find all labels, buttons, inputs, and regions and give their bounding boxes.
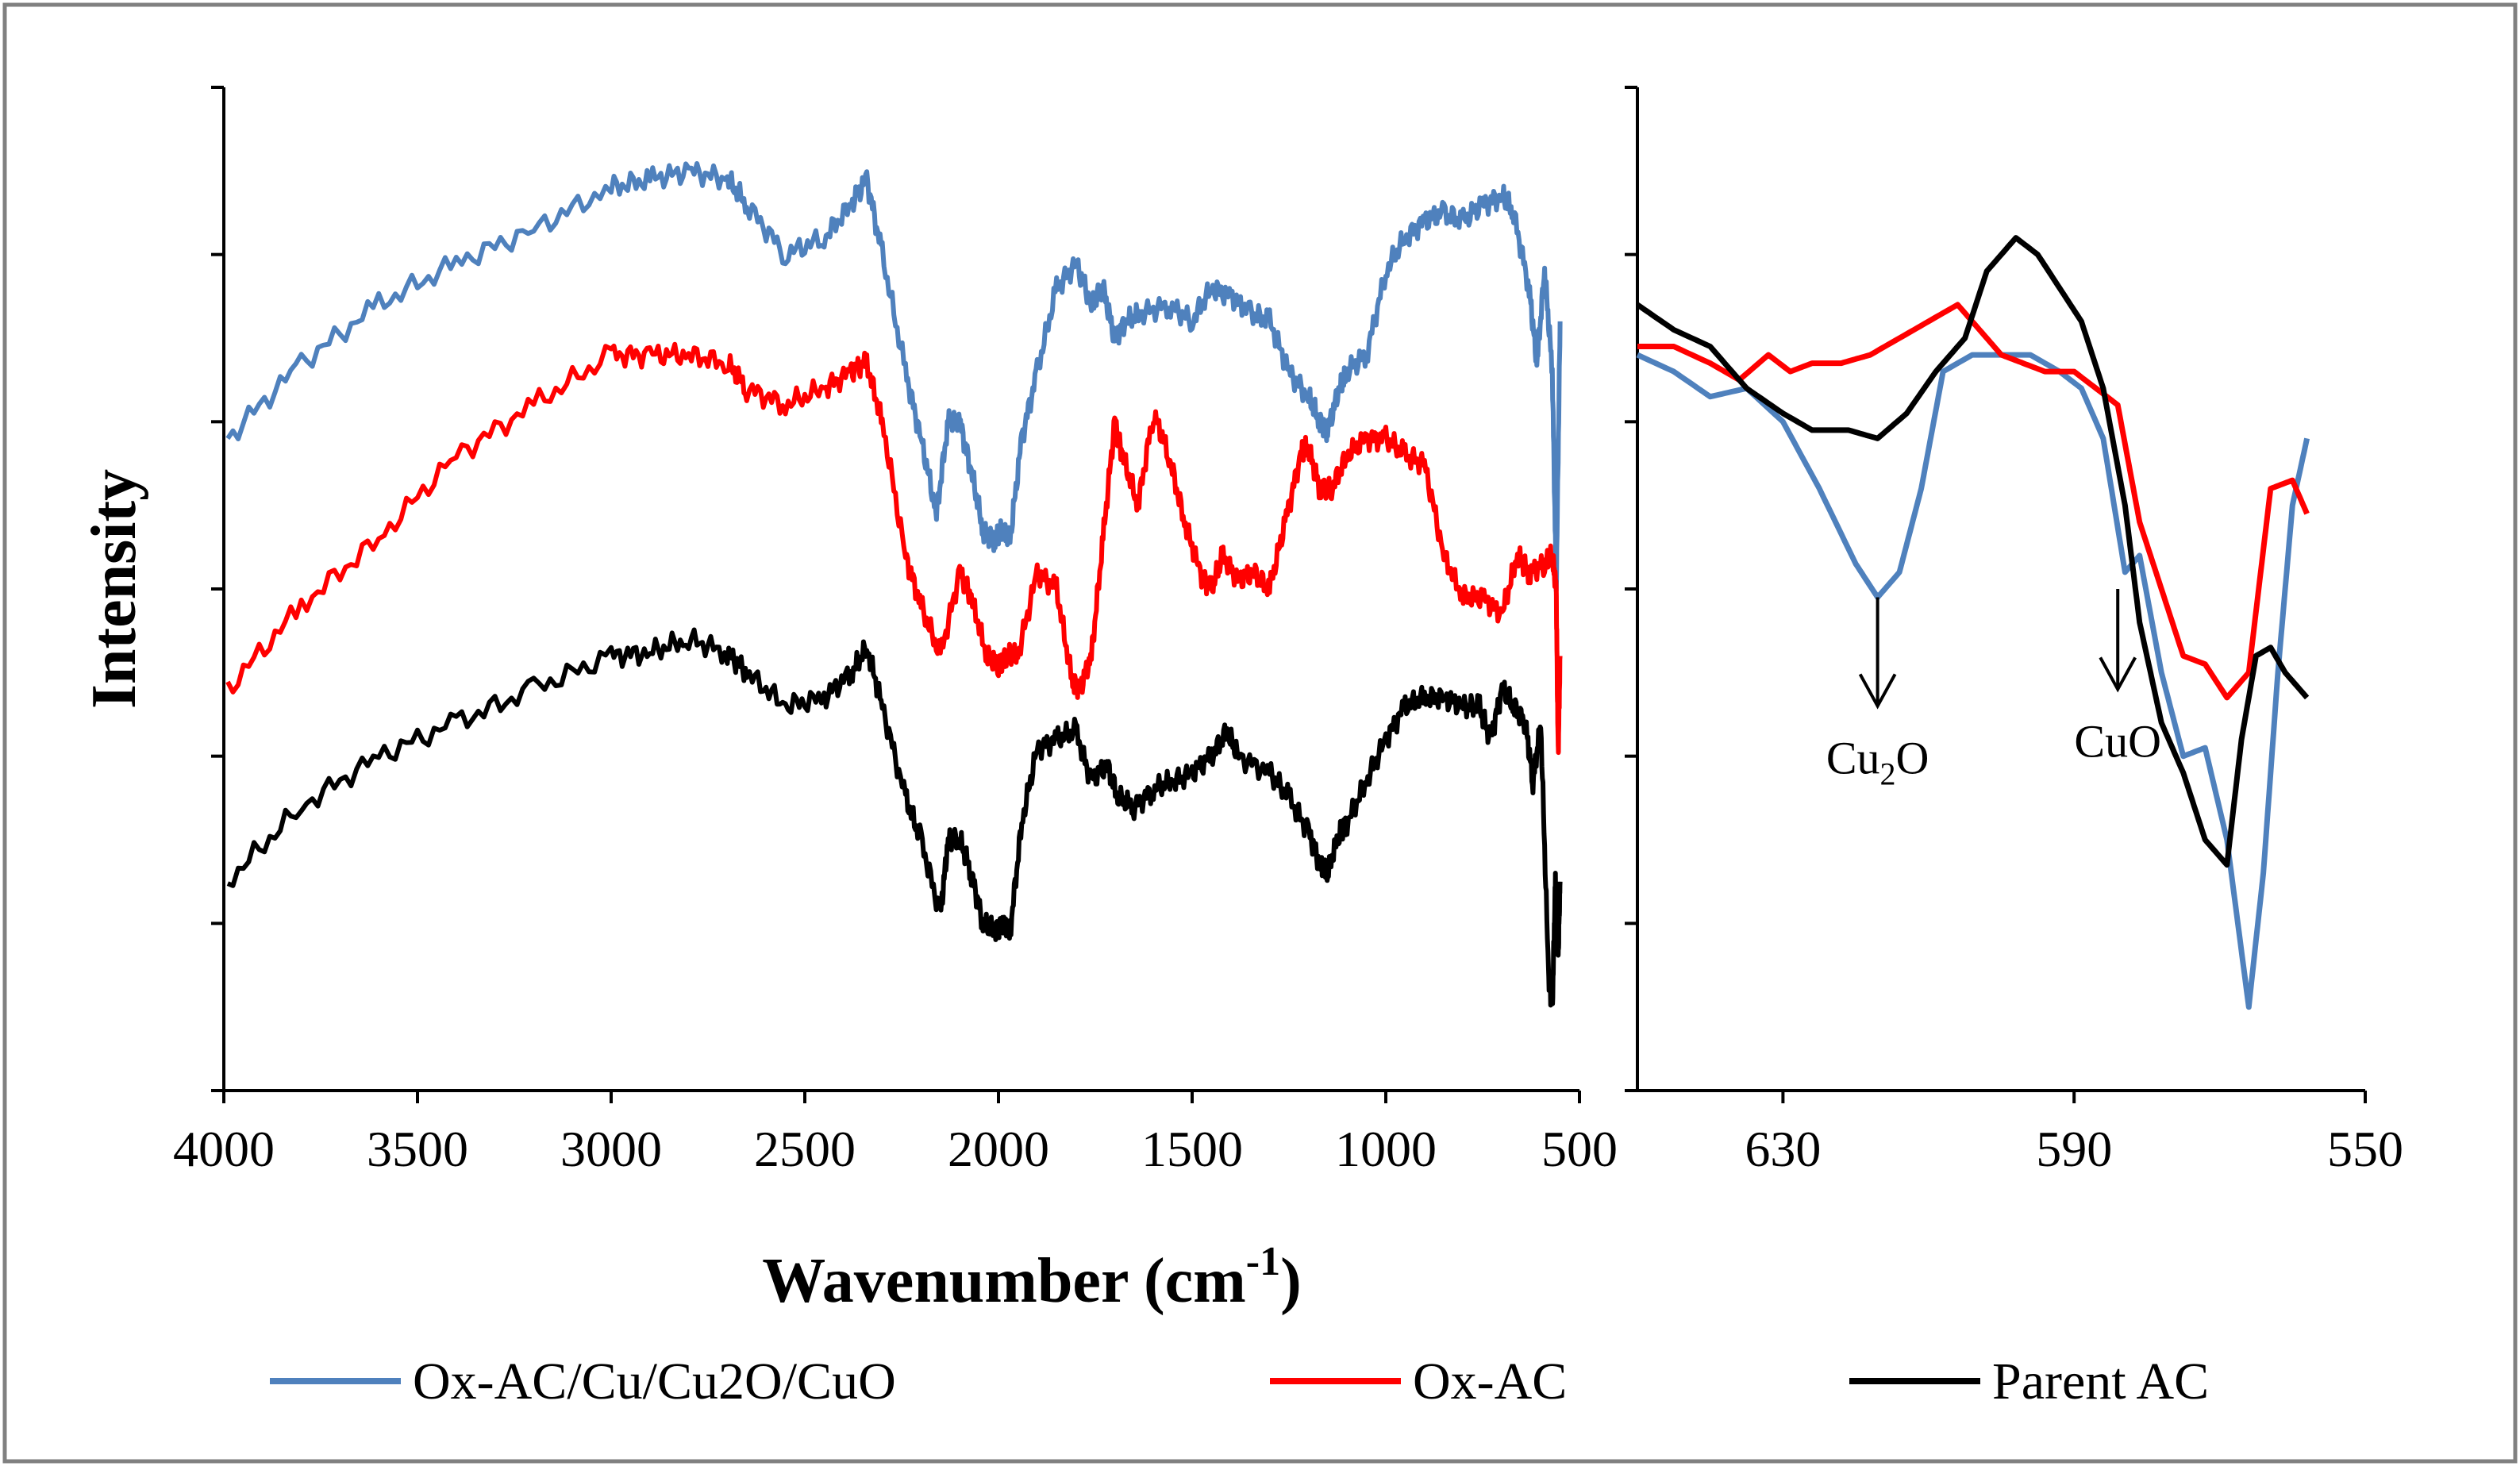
legend-item-parent-ac: Parent AC	[1849, 1353, 2209, 1410]
left-x-tick-label: 2500	[754, 1121, 856, 1177]
right-x-tick-label: 590	[2036, 1121, 2112, 1177]
annotation-label-cu2o: Cu2O	[1826, 732, 1929, 791]
annotation-label-cuo: CuO	[2074, 715, 2161, 767]
left-x-tick-label: 3000	[560, 1121, 662, 1177]
left-y-ticks	[211, 86, 224, 1092]
right-series-ox-ac	[1637, 302, 2310, 701]
left-series-group	[225, 161, 1563, 1008]
right-series-ox-ac-cu-cu2o-cuo	[1636, 352, 2310, 1010]
annotation-arrowhead-cuo	[2099, 656, 2137, 693]
legend-label-ox-ac: Ox-AC	[1413, 1353, 1567, 1410]
left-x-ticks: 4000 3500 3000 2500 2000 1500 1000 500	[173, 1091, 1618, 1177]
annotation-arrowhead-cu2o	[1858, 673, 1897, 710]
left-x-tick-label: 500	[1541, 1121, 1618, 1177]
right-panel: 630 590 550 Cu2O CuO	[1625, 86, 2403, 1177]
left-x-tick-label: 1500	[1141, 1121, 1243, 1177]
legend-label-ox-ac-cu: Ox-AC/Cu/Cu2O/CuO	[413, 1353, 896, 1410]
legend-item-ox-ac-cu: Ox-AC/Cu/Cu2O/CuO	[270, 1353, 896, 1410]
left-x-tick-label: 2000	[948, 1121, 1049, 1177]
left-series-parent-ac	[226, 627, 1563, 1008]
right-series-group	[1636, 235, 2310, 1010]
right-x-tick-label: 630	[1745, 1121, 1821, 1177]
legend-item-ox-ac: Ox-AC	[1270, 1353, 1567, 1410]
right-annotations: Cu2O CuO	[1826, 589, 2161, 791]
left-series-ox-ac-cu-cu2o-cuo	[225, 161, 1563, 594]
right-y-ticks	[1625, 86, 1637, 1092]
y-axis-title: Intensity	[79, 469, 149, 709]
legend: Ox-AC/Cu/Cu2O/CuO Ox-AC Parent AC	[270, 1353, 2209, 1410]
x-axis-title: Wavenumber (cm-1)	[762, 1239, 1302, 1316]
left-x-tick-label: 1000	[1335, 1121, 1437, 1177]
right-series-parent-ac	[1636, 235, 2310, 868]
left-x-tick-label: 3500	[367, 1121, 468, 1177]
right-x-ticks: 630 590 550	[1745, 1091, 2403, 1177]
left-x-tick-label: 4000	[173, 1121, 275, 1177]
legend-label-parent-ac: Parent AC	[1992, 1353, 2209, 1410]
left-panel: 4000 3500 3000 2500 2000 1500 1000 500 Intensit…	[79, 86, 1618, 1316]
left-series-ox-ac	[225, 341, 1563, 756]
right-x-tick-label: 550	[2327, 1121, 2403, 1177]
